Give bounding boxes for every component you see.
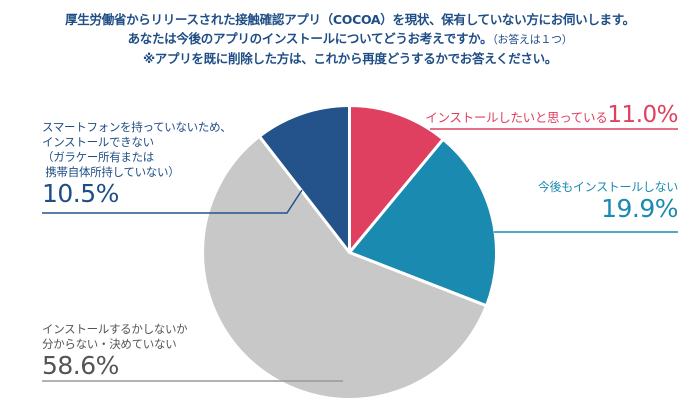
- label-not-install-value: 19.9%: [601, 194, 678, 223]
- label-undecided-value: 58.6%: [42, 351, 119, 380]
- label-install-value: 11.0%: [607, 102, 678, 128]
- label-no-smartphone-line4: 携帯自体所持していない）: [42, 165, 180, 179]
- slice-install: [348, 104, 445, 254]
- label-no-smartphone-line3: （ガラケー所有または: [42, 150, 154, 164]
- slice-undecided: [201, 134, 488, 401]
- leader-no-smartphone: [42, 189, 303, 214]
- title-line-3: ※アプリを既に削除した方は、これから再度どうするかでお答えください。: [142, 51, 558, 66]
- label-no-smartphone-line1: スマートフォンを持っていないため、: [42, 120, 232, 134]
- slice-not-install: [348, 137, 498, 308]
- label-not-install: 今後もインストールしない 19.9%: [537, 180, 679, 223]
- label-no-smartphone-line2: インストールできない: [42, 135, 154, 149]
- title-line-2: あなたは今後のアプリのインストールについてどうお考えですか。（お答えは１つ）: [127, 31, 573, 46]
- title-note: （お答えは１つ）: [492, 33, 573, 46]
- slice-no-smartphone: [257, 103, 351, 254]
- label-not-install-text: 今後もインストールしない: [537, 180, 678, 194]
- label-undecided-line1: インストールするかしないか: [42, 322, 188, 336]
- title-line-1: 厚生労働省からリリースされた接触確認アプリ（COCOA）を現状、保有していない方…: [65, 12, 635, 27]
- label-install-text: インストールしたいと思っている: [425, 110, 608, 125]
- label-no-smartphone-value: 10.5%: [42, 179, 119, 208]
- label-undecided-line2: 分からない・決めていない: [42, 337, 177, 351]
- label-no-smartphone: スマートフォンを持っていないため、 インストールできない （ガラケー所有または …: [42, 120, 232, 208]
- label-undecided: インストールするかしないか 分からない・決めていない 58.6%: [42, 322, 188, 380]
- chart-title: 厚生労働省からリリースされた接触確認アプリ（COCOA）を現状、保有していない方…: [0, 10, 700, 68]
- label-install: インストールしたいと思っている11.0%: [425, 103, 678, 127]
